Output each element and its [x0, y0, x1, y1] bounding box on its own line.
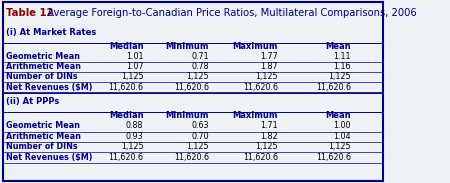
Text: 1,125: 1,125 [255, 142, 278, 151]
Text: Average Foreign-to-Canadian Price Ratios, Multilateral Comparisons, 2006: Average Foreign-to-Canadian Price Ratios… [41, 8, 417, 18]
Text: 1,125: 1,125 [121, 142, 144, 151]
Text: 0.78: 0.78 [191, 62, 209, 71]
FancyBboxPatch shape [3, 2, 383, 181]
Text: (i) At Market Rates: (i) At Market Rates [6, 27, 96, 37]
Text: Net Revenues ($M): Net Revenues ($M) [6, 153, 93, 162]
Text: Number of DINs: Number of DINs [6, 142, 77, 151]
Text: 0.70: 0.70 [191, 132, 209, 141]
Text: Net Revenues ($M): Net Revenues ($M) [6, 83, 93, 92]
Text: 11,620.6: 11,620.6 [316, 153, 351, 162]
Text: Mean: Mean [325, 42, 351, 51]
Text: 0.88: 0.88 [126, 121, 144, 130]
Text: 0.93: 0.93 [126, 132, 144, 141]
Text: 0.71: 0.71 [191, 52, 209, 61]
Text: 1,125: 1,125 [328, 72, 351, 81]
Text: Maximum: Maximum [232, 42, 278, 51]
Text: Median: Median [109, 42, 144, 51]
Text: 1.82: 1.82 [260, 132, 278, 141]
Text: 11,620.6: 11,620.6 [108, 83, 144, 92]
Text: 1.11: 1.11 [333, 52, 351, 61]
Text: 11,620.6: 11,620.6 [316, 83, 351, 92]
Text: Maximum: Maximum [232, 111, 278, 120]
Text: Arithmetic Mean: Arithmetic Mean [6, 132, 81, 141]
Text: Minimum: Minimum [165, 42, 209, 51]
Text: Median: Median [109, 111, 144, 120]
Text: Arithmetic Mean: Arithmetic Mean [6, 62, 81, 71]
Text: 11,620.6: 11,620.6 [174, 83, 209, 92]
Text: Mean: Mean [325, 111, 351, 120]
Text: 1.16: 1.16 [333, 62, 351, 71]
Text: 11,620.6: 11,620.6 [243, 153, 278, 162]
Text: 1.00: 1.00 [333, 121, 351, 130]
Text: Geometric Mean: Geometric Mean [6, 52, 80, 61]
Text: 1,125: 1,125 [328, 142, 351, 151]
Text: 1.04: 1.04 [333, 132, 351, 141]
Text: 1,125: 1,125 [186, 142, 209, 151]
Text: Number of DINs: Number of DINs [6, 72, 77, 81]
Text: Table 12: Table 12 [6, 8, 54, 18]
Text: 11,620.6: 11,620.6 [108, 153, 144, 162]
Text: 1.71: 1.71 [260, 121, 278, 130]
Text: 1,125: 1,125 [186, 72, 209, 81]
Text: 11,620.6: 11,620.6 [174, 153, 209, 162]
Text: Geometric Mean: Geometric Mean [6, 121, 80, 130]
Text: 1,125: 1,125 [255, 72, 278, 81]
Text: 1.01: 1.01 [126, 52, 144, 61]
Text: 1.77: 1.77 [260, 52, 278, 61]
Text: (ii) At PPPs: (ii) At PPPs [6, 97, 59, 106]
Text: Minimum: Minimum [165, 111, 209, 120]
Text: 0.63: 0.63 [191, 121, 209, 130]
Text: 1.87: 1.87 [260, 62, 278, 71]
Text: 11,620.6: 11,620.6 [243, 83, 278, 92]
Text: 1,125: 1,125 [121, 72, 144, 81]
Text: 1.07: 1.07 [126, 62, 144, 71]
